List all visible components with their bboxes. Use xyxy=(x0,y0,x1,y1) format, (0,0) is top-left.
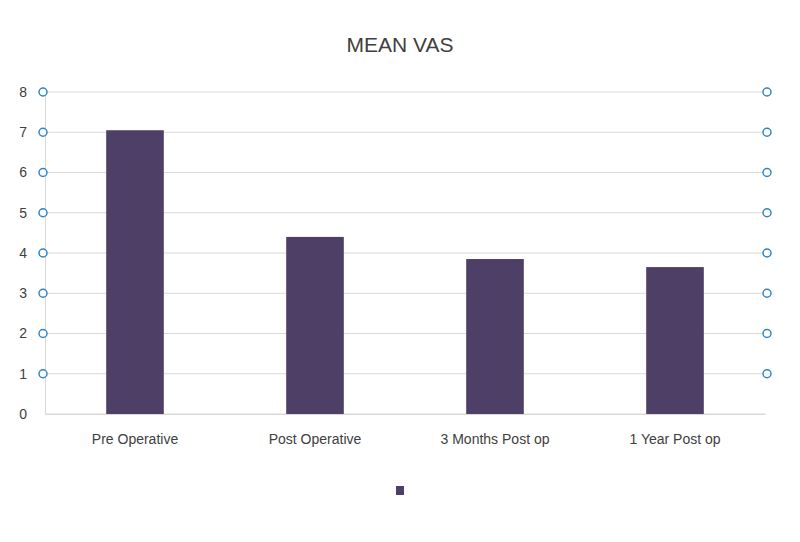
x-tick-label: 3 Months Post op xyxy=(441,431,550,447)
y-tick-label: 0 xyxy=(19,406,27,422)
bar xyxy=(466,259,524,414)
y-tick-label: 1 xyxy=(19,366,27,382)
y-tick-label: 8 xyxy=(19,84,27,100)
x-tick: 1 Year Post op xyxy=(629,414,720,447)
tick-marker xyxy=(763,128,771,136)
plot: 0 1 2 3 4 5 6 7 8 Pre Operative Post Operative 3 Mo… xyxy=(19,84,771,447)
x-axis-line xyxy=(46,414,766,415)
bars xyxy=(106,130,704,414)
x-tick: 3 Months Post op xyxy=(441,414,550,447)
grid xyxy=(45,92,765,414)
bar xyxy=(646,267,704,414)
x-tick: Pre Operative xyxy=(92,414,179,447)
x-tick-label: Post Operative xyxy=(269,431,362,447)
x-axis: Pre Operative Post Operative 3 Months Post… xyxy=(46,414,766,447)
y-tick-label: 3 xyxy=(19,285,27,301)
tick-marker xyxy=(763,289,771,297)
x-tick: Post Operative xyxy=(269,414,362,447)
x-tick-label: 1 Year Post op xyxy=(629,431,720,447)
tick-marker xyxy=(763,370,771,378)
tick-marker xyxy=(763,169,771,177)
tick-marker xyxy=(763,209,771,217)
y-tick-label: 5 xyxy=(19,205,27,221)
tick-marker xyxy=(763,249,771,257)
tick-marker xyxy=(39,169,47,177)
grid-line xyxy=(45,92,765,93)
chart: 0 1 2 3 4 5 6 7 8 Pre Operative Post Operative 3 Mo… xyxy=(0,0,800,542)
bar xyxy=(106,130,164,414)
tick-marker xyxy=(39,289,47,297)
bar xyxy=(286,237,344,414)
tick-marker xyxy=(39,88,47,96)
x-tick-label: Pre Operative xyxy=(92,431,179,447)
tick-marker xyxy=(39,370,47,378)
left-tick-markers xyxy=(39,88,47,378)
tick-marker xyxy=(39,249,47,257)
y-tick-label: 7 xyxy=(19,124,27,140)
tick-marker xyxy=(763,330,771,338)
right-tick-markers xyxy=(763,88,771,378)
y-tick: 0 xyxy=(19,406,45,422)
y-tick-label: 6 xyxy=(19,164,27,180)
y-tick-label: 4 xyxy=(19,245,27,261)
title: MEAN VAS xyxy=(347,33,454,56)
y-tick-label: 2 xyxy=(19,325,27,341)
tick-marker xyxy=(39,330,47,338)
tick-marker xyxy=(39,128,47,136)
tick-marker xyxy=(39,209,47,217)
legend-swatch xyxy=(396,486,404,495)
tick-marker xyxy=(763,88,771,96)
